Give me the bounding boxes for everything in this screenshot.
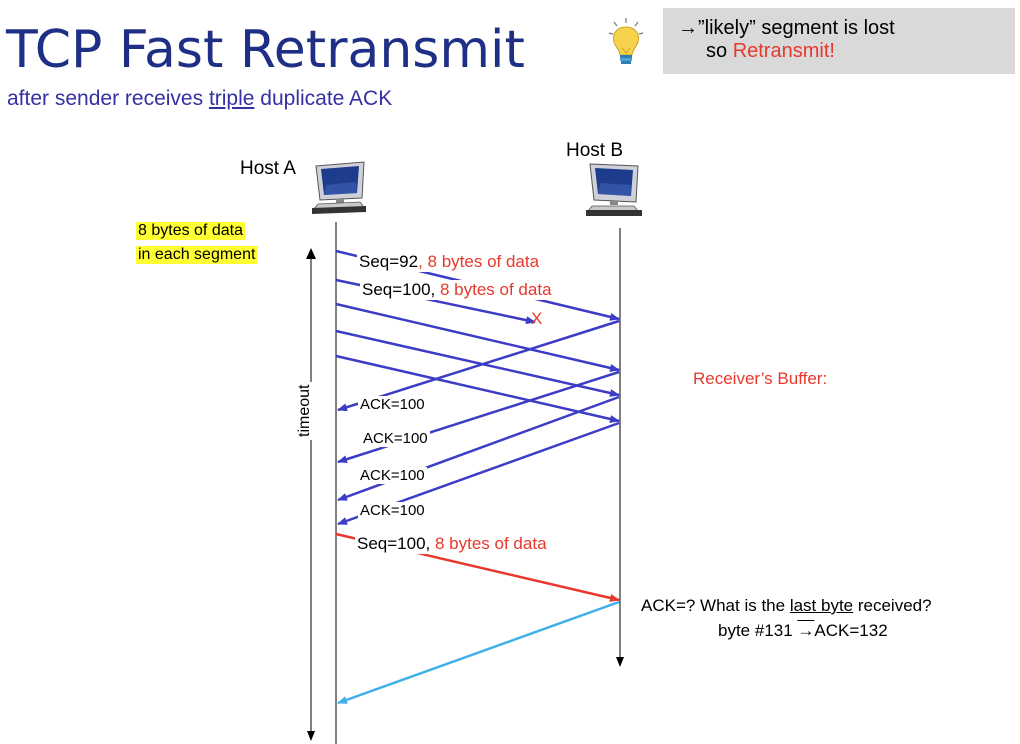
retransmit-label: Seq=100, 8 bytes of data	[355, 534, 549, 554]
timeout-label: timeout	[296, 381, 314, 440]
right-arrow-icon: →	[797, 621, 815, 640]
note-line-2: in each segment	[136, 246, 258, 264]
ack-3-label: ACK=100	[358, 467, 427, 484]
ack-4-label: ACK=100	[358, 502, 427, 519]
right-arrow-icon: →	[678, 17, 698, 39]
host-b-label: Host B	[566, 140, 624, 161]
callout-box	[663, 8, 1015, 74]
segment-5-arrow	[335, 354, 620, 423]
ack-question-line-1: ACK=? What is the last byte received?	[641, 596, 932, 615]
ack-1-arrow	[337, 319, 620, 412]
ack-2-label: ACK=100	[361, 430, 430, 447]
lost-segment-mark: X	[531, 309, 543, 328]
segment-3-arrow	[335, 302, 620, 372]
ack-1-label: ACK=100	[358, 396, 427, 413]
final-ack-arrow	[337, 600, 620, 705]
callout-line-1: →”likely” segment is lost	[678, 17, 895, 39]
lightbulb-icon	[608, 18, 644, 64]
callout-line-2: so Retransmit!	[706, 40, 835, 62]
note-line-1: 8 bytes of data	[136, 222, 245, 240]
ack-question-line-2: byte #131 →ACK=132	[718, 621, 888, 640]
ack-2-arrow	[337, 370, 620, 464]
timeout-bracket-top	[306, 248, 316, 259]
segment-4-arrow	[335, 329, 620, 397]
receiver-buffer-label: Receiver’s Buffer:	[693, 369, 828, 388]
segment-seq92-label: Seq=92, 8 bytes of data	[357, 252, 542, 272]
host-b-computer-icon	[586, 163, 642, 216]
host-a-computer-icon	[312, 161, 366, 214]
host-a-label: Host A	[240, 158, 296, 179]
segment-seq100-label: Seq=100, 8 bytes of data	[360, 280, 554, 300]
page-subtitle: after sender receives triple duplicate A…	[7, 87, 393, 110]
page-title: TCP Fast Retransmit	[6, 20, 525, 80]
